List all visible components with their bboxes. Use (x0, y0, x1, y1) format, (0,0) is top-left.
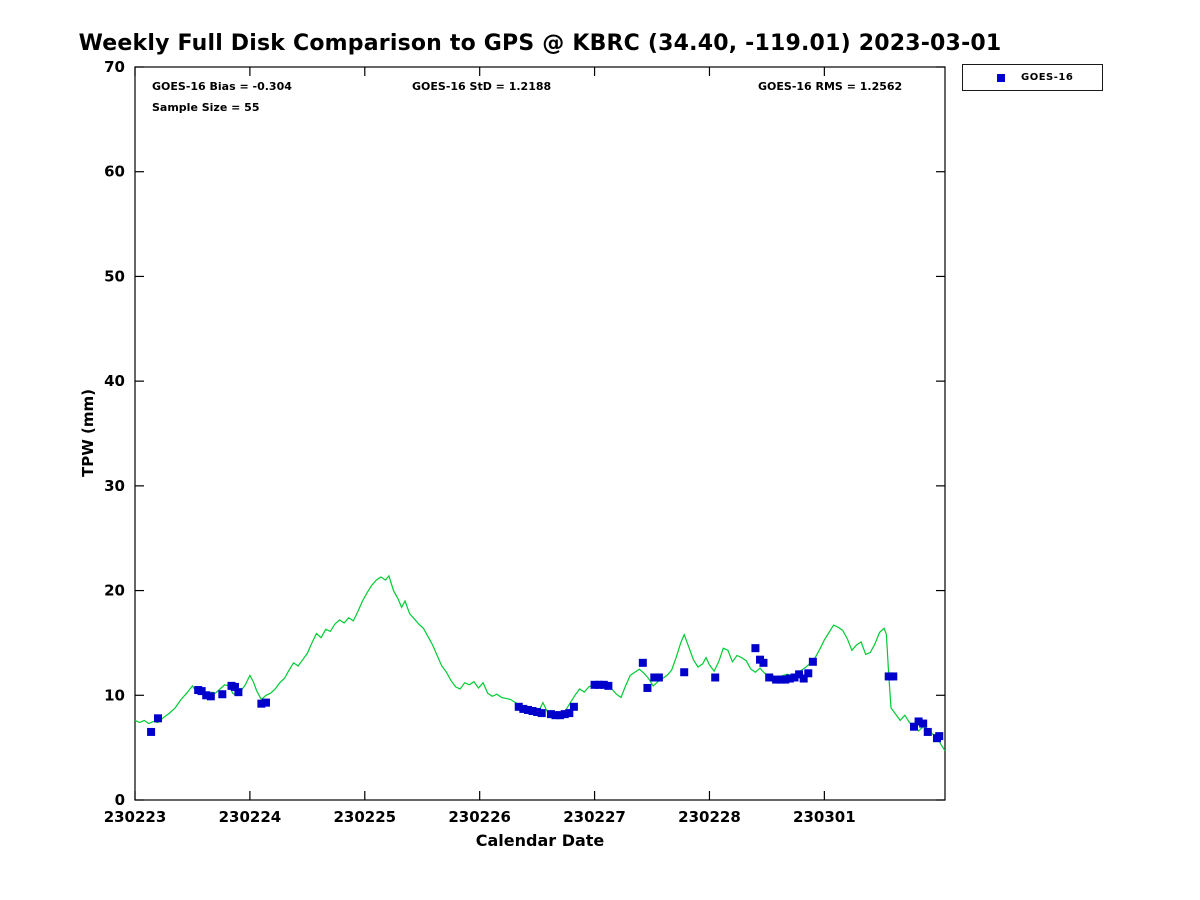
legend: GOES-16 (962, 64, 1103, 91)
goes16-point (711, 673, 720, 682)
y-tick-label: 60 (104, 163, 125, 181)
plot-box (134, 66, 946, 801)
goes16-legend-label: GOES-16 (1021, 72, 1074, 83)
goes16-point (514, 702, 523, 711)
y-tick-label: 50 (104, 267, 125, 285)
goes16-point (759, 658, 768, 667)
goes16-point (202, 691, 211, 700)
goes16-point (261, 698, 270, 707)
goes16-point (799, 674, 808, 683)
goes16-point (772, 675, 781, 684)
y-tick-label: 30 (104, 477, 125, 495)
y-tick-label: 40 (104, 372, 125, 390)
x-tick-label: 230223 (104, 808, 167, 826)
annotation-std: GOES-16 StD = 1.2188 (412, 80, 552, 93)
goes16-point (523, 705, 532, 714)
goes16-point (808, 657, 817, 666)
goes16-point (153, 714, 162, 723)
goes16-point (197, 687, 206, 696)
x-tick-label: 230227 (563, 808, 626, 826)
goes16-point (556, 711, 565, 720)
goes16-point (533, 708, 542, 717)
goes16-point (604, 681, 613, 690)
annotation-sample-size: Sample Size = 55 (152, 101, 260, 114)
goes16-point (638, 658, 647, 667)
goes16-point (889, 672, 898, 681)
x-tick-label: 230224 (219, 808, 282, 826)
goes16-point (781, 675, 790, 684)
goes16-legend-marker-icon (997, 73, 1005, 82)
goes16-point (528, 706, 537, 715)
goes16-point (919, 719, 928, 728)
goes16-point (643, 683, 652, 692)
goes16-point (680, 668, 689, 677)
goes16-point (546, 710, 555, 719)
goes16-point (230, 682, 239, 691)
goes16-point (923, 727, 932, 736)
goes16-point (776, 675, 785, 684)
goes16-point (537, 709, 546, 718)
goes16-point (751, 644, 760, 653)
x-tick-label: 230225 (333, 808, 396, 826)
goes16-point (765, 673, 774, 682)
goes16-point (935, 732, 944, 741)
goes16-point (590, 680, 599, 689)
goes16-point (257, 699, 266, 708)
goes16-point (909, 722, 918, 731)
y-tick-label: 0 (115, 791, 125, 809)
goes16-point (147, 727, 156, 736)
goes16-point (790, 673, 799, 682)
goes16-point (914, 717, 923, 726)
goes16-point (218, 690, 227, 699)
goes16-point (560, 710, 569, 719)
goes16-point (884, 672, 893, 681)
x-axis-label: Calendar Date (475, 831, 605, 850)
y-axis-label: TPW (mm) (79, 389, 97, 477)
gps-line (134, 574, 946, 752)
goes16-point (551, 711, 560, 720)
x-tick-label: 230228 (678, 808, 741, 826)
goes16-point (654, 673, 663, 682)
chart-title: Weekly Full Disk Comparison to GPS @ KBR… (78, 31, 1002, 56)
goes16-point (565, 709, 574, 718)
goes16-point (804, 669, 813, 678)
goes16-point (650, 673, 659, 682)
goes16-point (785, 674, 794, 683)
annotation-bias: GOES-16 Bias = -0.304 (152, 80, 292, 93)
goes16-point (206, 692, 215, 701)
y-tick-label: 70 (104, 58, 125, 76)
annotation-rms: GOES-16 RMS = 1.2562 (758, 80, 903, 93)
goes16-point (234, 688, 243, 697)
y-tick-label: 20 (104, 582, 125, 600)
goes16-point (519, 704, 528, 713)
x-tick-label: 230301 (793, 808, 856, 826)
x-tick-label: 230226 (448, 808, 511, 826)
goes16-point (595, 680, 604, 689)
goes16-point (599, 680, 608, 689)
goes16-point (795, 670, 804, 679)
goes16-point (569, 702, 578, 711)
y-tick-label: 10 (104, 686, 125, 704)
